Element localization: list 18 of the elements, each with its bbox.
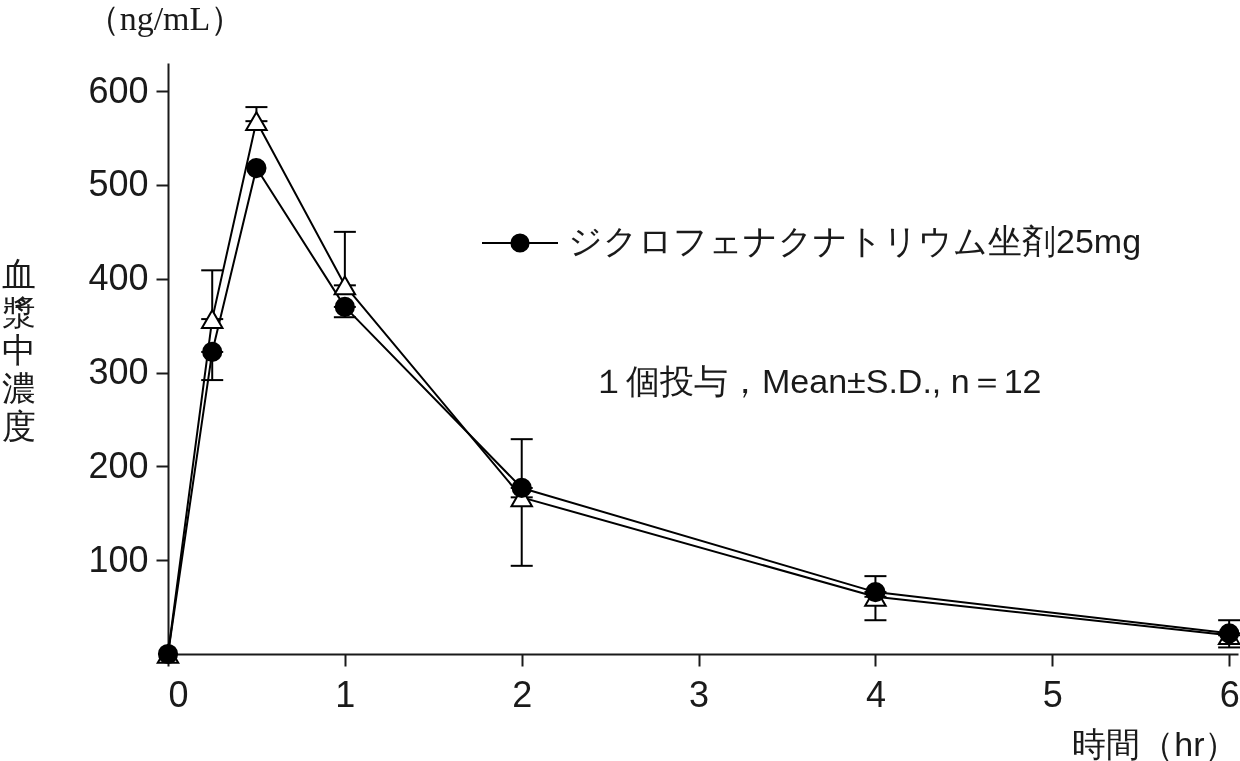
- y-axis-title: 血漿中濃度: [1, 254, 36, 445]
- x-axis-title: 時間（hr）: [1072, 724, 1239, 761]
- x-tick-label: 5: [1042, 673, 1063, 715]
- y-tick-label: 100: [88, 538, 149, 580]
- y-tick-label: 300: [88, 351, 149, 393]
- x-tick-label: 3: [689, 673, 710, 715]
- x-tick-label: 0: [168, 673, 189, 715]
- x-tick-label: 6: [1219, 673, 1240, 715]
- x-tick-label: 4: [865, 673, 886, 715]
- x-tick-label: 1: [335, 673, 356, 715]
- x-tick-label: 2: [512, 673, 533, 715]
- annotation: １個投与，Mean±S.D., n＝12: [592, 362, 1042, 400]
- y-tick-label: 200: [88, 444, 149, 486]
- y-tick-label: 500: [88, 163, 149, 205]
- y-tick-label: 400: [88, 257, 149, 299]
- text: （ng/mL）: [85, 0, 245, 37]
- legend-label: ジクロフェナクナトリウム坐剤25mg: [568, 222, 1142, 260]
- y-tick-label: 600: [88, 69, 149, 111]
